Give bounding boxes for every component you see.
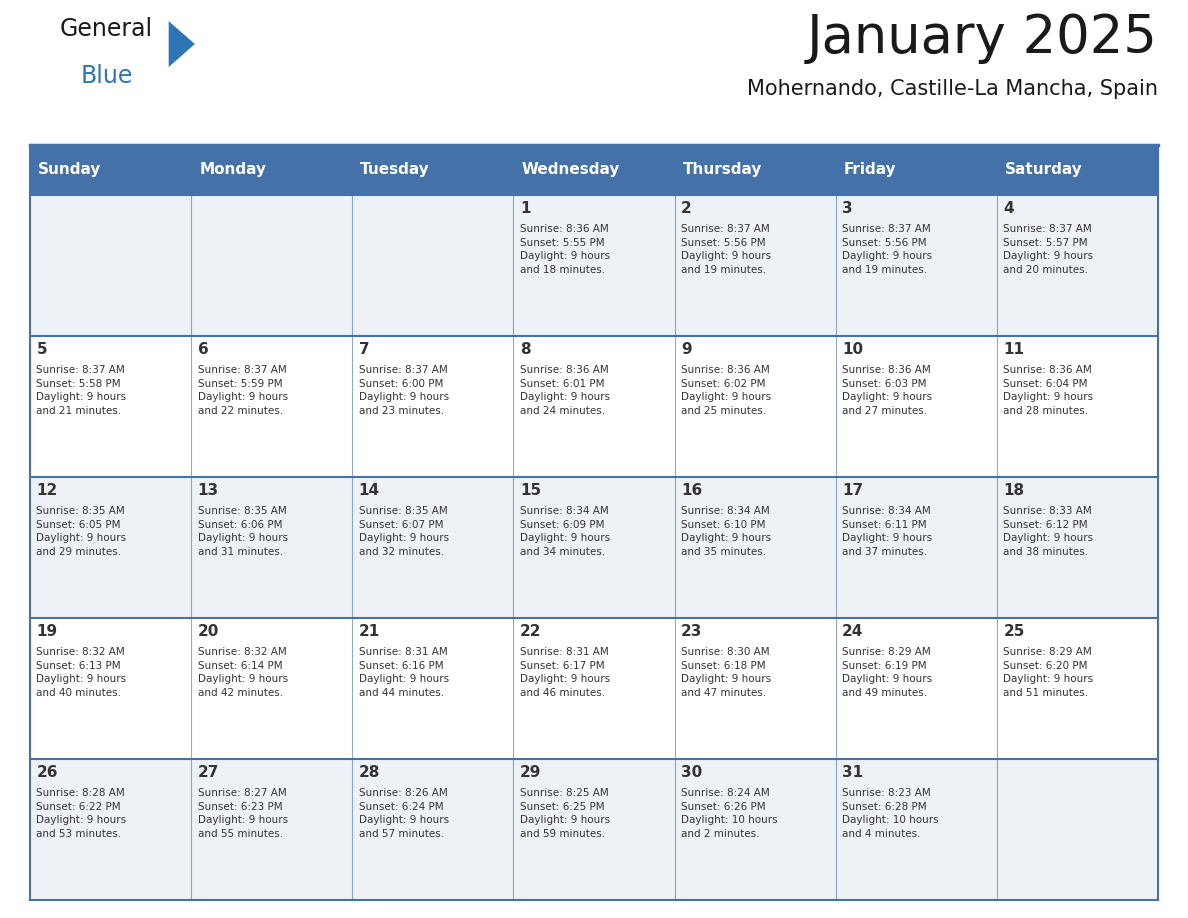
Text: Sunrise: 8:35 AM
Sunset: 6:06 PM
Daylight: 9 hours
and 31 minutes.: Sunrise: 8:35 AM Sunset: 6:06 PM Dayligh…: [197, 506, 287, 556]
Text: 19: 19: [37, 623, 57, 639]
Text: Sunrise: 8:23 AM
Sunset: 6:28 PM
Daylight: 10 hours
and 4 minutes.: Sunrise: 8:23 AM Sunset: 6:28 PM Dayligh…: [842, 788, 939, 839]
Text: 23: 23: [681, 623, 702, 639]
Text: Sunrise: 8:36 AM
Sunset: 6:01 PM
Daylight: 9 hours
and 24 minutes.: Sunrise: 8:36 AM Sunset: 6:01 PM Dayligh…: [520, 364, 609, 416]
Polygon shape: [169, 21, 195, 67]
Text: 15: 15: [520, 483, 541, 498]
Bar: [675, 145, 835, 195]
Text: Sunrise: 8:37 AM
Sunset: 5:56 PM
Daylight: 9 hours
and 19 minutes.: Sunrise: 8:37 AM Sunset: 5:56 PM Dayligh…: [681, 224, 771, 274]
Text: 17: 17: [842, 483, 864, 498]
Text: Sunrise: 8:37 AM
Sunset: 5:57 PM
Daylight: 9 hours
and 20 minutes.: Sunrise: 8:37 AM Sunset: 5:57 PM Dayligh…: [1004, 224, 1093, 274]
Bar: [30, 477, 1158, 618]
Text: 13: 13: [197, 483, 219, 498]
Bar: [513, 145, 675, 195]
Bar: [30, 145, 191, 195]
Text: 10: 10: [842, 341, 864, 356]
Text: General: General: [59, 17, 152, 40]
Text: 6: 6: [197, 341, 208, 356]
Text: 4: 4: [1004, 201, 1013, 216]
Text: Thursday: Thursday: [683, 162, 762, 177]
Text: Sunrise: 8:28 AM
Sunset: 6:22 PM
Daylight: 9 hours
and 53 minutes.: Sunrise: 8:28 AM Sunset: 6:22 PM Dayligh…: [37, 788, 127, 839]
Text: Sunrise: 8:36 AM
Sunset: 6:02 PM
Daylight: 9 hours
and 25 minutes.: Sunrise: 8:36 AM Sunset: 6:02 PM Dayligh…: [681, 364, 771, 416]
Text: Sunrise: 8:35 AM
Sunset: 6:05 PM
Daylight: 9 hours
and 29 minutes.: Sunrise: 8:35 AM Sunset: 6:05 PM Dayligh…: [37, 506, 127, 556]
Text: Sunrise: 8:31 AM
Sunset: 6:17 PM
Daylight: 9 hours
and 46 minutes.: Sunrise: 8:31 AM Sunset: 6:17 PM Dayligh…: [520, 647, 609, 698]
Text: 29: 29: [520, 765, 542, 779]
Bar: [30, 618, 1158, 759]
Text: Sunrise: 8:29 AM
Sunset: 6:20 PM
Daylight: 9 hours
and 51 minutes.: Sunrise: 8:29 AM Sunset: 6:20 PM Dayligh…: [1004, 647, 1093, 698]
Text: Wednesday: Wednesday: [522, 162, 620, 177]
Text: Sunrise: 8:34 AM
Sunset: 6:10 PM
Daylight: 9 hours
and 35 minutes.: Sunrise: 8:34 AM Sunset: 6:10 PM Dayligh…: [681, 506, 771, 556]
Text: 2: 2: [681, 201, 691, 216]
Text: Sunrise: 8:37 AM
Sunset: 5:58 PM
Daylight: 9 hours
and 21 minutes.: Sunrise: 8:37 AM Sunset: 5:58 PM Dayligh…: [37, 364, 127, 416]
Text: Sunrise: 8:25 AM
Sunset: 6:25 PM
Daylight: 9 hours
and 59 minutes.: Sunrise: 8:25 AM Sunset: 6:25 PM Dayligh…: [520, 788, 609, 839]
Bar: [353, 145, 513, 195]
Text: Sunrise: 8:24 AM
Sunset: 6:26 PM
Daylight: 10 hours
and 2 minutes.: Sunrise: 8:24 AM Sunset: 6:26 PM Dayligh…: [681, 788, 778, 839]
Text: Sunrise: 8:37 AM
Sunset: 6:00 PM
Daylight: 9 hours
and 23 minutes.: Sunrise: 8:37 AM Sunset: 6:00 PM Dayligh…: [359, 364, 449, 416]
Text: 31: 31: [842, 765, 864, 779]
Text: 24: 24: [842, 623, 864, 639]
Text: 8: 8: [520, 341, 531, 356]
Text: Saturday: Saturday: [1005, 162, 1082, 177]
Text: Sunrise: 8:33 AM
Sunset: 6:12 PM
Daylight: 9 hours
and 38 minutes.: Sunrise: 8:33 AM Sunset: 6:12 PM Dayligh…: [1004, 506, 1093, 556]
Text: Mohernando, Castille-La Mancha, Spain: Mohernando, Castille-La Mancha, Spain: [747, 79, 1158, 99]
Text: 18: 18: [1004, 483, 1024, 498]
Text: 21: 21: [359, 623, 380, 639]
Text: 3: 3: [842, 201, 853, 216]
Text: 14: 14: [359, 483, 380, 498]
Text: Sunrise: 8:36 AM
Sunset: 6:03 PM
Daylight: 9 hours
and 27 minutes.: Sunrise: 8:36 AM Sunset: 6:03 PM Dayligh…: [842, 364, 933, 416]
Text: 16: 16: [681, 483, 702, 498]
Text: Tuesday: Tuesday: [360, 162, 430, 177]
Text: 27: 27: [197, 765, 219, 779]
Text: 9: 9: [681, 341, 691, 356]
Text: Sunrise: 8:32 AM
Sunset: 6:13 PM
Daylight: 9 hours
and 40 minutes.: Sunrise: 8:32 AM Sunset: 6:13 PM Dayligh…: [37, 647, 127, 698]
Text: 25: 25: [1004, 623, 1025, 639]
Text: Sunrise: 8:32 AM
Sunset: 6:14 PM
Daylight: 9 hours
and 42 minutes.: Sunrise: 8:32 AM Sunset: 6:14 PM Dayligh…: [197, 647, 287, 698]
Text: Sunrise: 8:26 AM
Sunset: 6:24 PM
Daylight: 9 hours
and 57 minutes.: Sunrise: 8:26 AM Sunset: 6:24 PM Dayligh…: [359, 788, 449, 839]
Text: 1: 1: [520, 201, 530, 216]
Text: 28: 28: [359, 765, 380, 779]
Bar: [835, 145, 997, 195]
Text: Sunrise: 8:36 AM
Sunset: 6:04 PM
Daylight: 9 hours
and 28 minutes.: Sunrise: 8:36 AM Sunset: 6:04 PM Dayligh…: [1004, 364, 1093, 416]
Text: 20: 20: [197, 623, 219, 639]
Text: Sunrise: 8:36 AM
Sunset: 5:55 PM
Daylight: 9 hours
and 18 minutes.: Sunrise: 8:36 AM Sunset: 5:55 PM Dayligh…: [520, 224, 609, 274]
Text: Sunrise: 8:27 AM
Sunset: 6:23 PM
Daylight: 9 hours
and 55 minutes.: Sunrise: 8:27 AM Sunset: 6:23 PM Dayligh…: [197, 788, 287, 839]
Bar: [30, 195, 1158, 336]
Text: 5: 5: [37, 341, 48, 356]
Text: Sunrise: 8:34 AM
Sunset: 6:09 PM
Daylight: 9 hours
and 34 minutes.: Sunrise: 8:34 AM Sunset: 6:09 PM Dayligh…: [520, 506, 609, 556]
Text: Blue: Blue: [81, 64, 133, 88]
Text: Sunrise: 8:37 AM
Sunset: 5:59 PM
Daylight: 9 hours
and 22 minutes.: Sunrise: 8:37 AM Sunset: 5:59 PM Dayligh…: [197, 364, 287, 416]
Bar: [30, 336, 1158, 477]
Text: Sunrise: 8:35 AM
Sunset: 6:07 PM
Daylight: 9 hours
and 32 minutes.: Sunrise: 8:35 AM Sunset: 6:07 PM Dayligh…: [359, 506, 449, 556]
Text: Sunday: Sunday: [38, 162, 101, 177]
Text: Sunrise: 8:34 AM
Sunset: 6:11 PM
Daylight: 9 hours
and 37 minutes.: Sunrise: 8:34 AM Sunset: 6:11 PM Dayligh…: [842, 506, 933, 556]
Text: 11: 11: [1004, 341, 1024, 356]
Text: 26: 26: [37, 765, 58, 779]
Bar: [997, 145, 1158, 195]
Text: 30: 30: [681, 765, 702, 779]
Bar: [30, 759, 1158, 900]
Text: 7: 7: [359, 341, 369, 356]
Text: January 2025: January 2025: [807, 12, 1158, 64]
Text: 22: 22: [520, 623, 542, 639]
Bar: [191, 145, 353, 195]
Text: Sunrise: 8:29 AM
Sunset: 6:19 PM
Daylight: 9 hours
and 49 minutes.: Sunrise: 8:29 AM Sunset: 6:19 PM Dayligh…: [842, 647, 933, 698]
Text: 12: 12: [37, 483, 58, 498]
Text: Sunrise: 8:30 AM
Sunset: 6:18 PM
Daylight: 9 hours
and 47 minutes.: Sunrise: 8:30 AM Sunset: 6:18 PM Dayligh…: [681, 647, 771, 698]
Text: Monday: Monday: [200, 162, 266, 177]
Text: Sunrise: 8:31 AM
Sunset: 6:16 PM
Daylight: 9 hours
and 44 minutes.: Sunrise: 8:31 AM Sunset: 6:16 PM Dayligh…: [359, 647, 449, 698]
Text: Friday: Friday: [843, 162, 897, 177]
Text: Sunrise: 8:37 AM
Sunset: 5:56 PM
Daylight: 9 hours
and 19 minutes.: Sunrise: 8:37 AM Sunset: 5:56 PM Dayligh…: [842, 224, 933, 274]
